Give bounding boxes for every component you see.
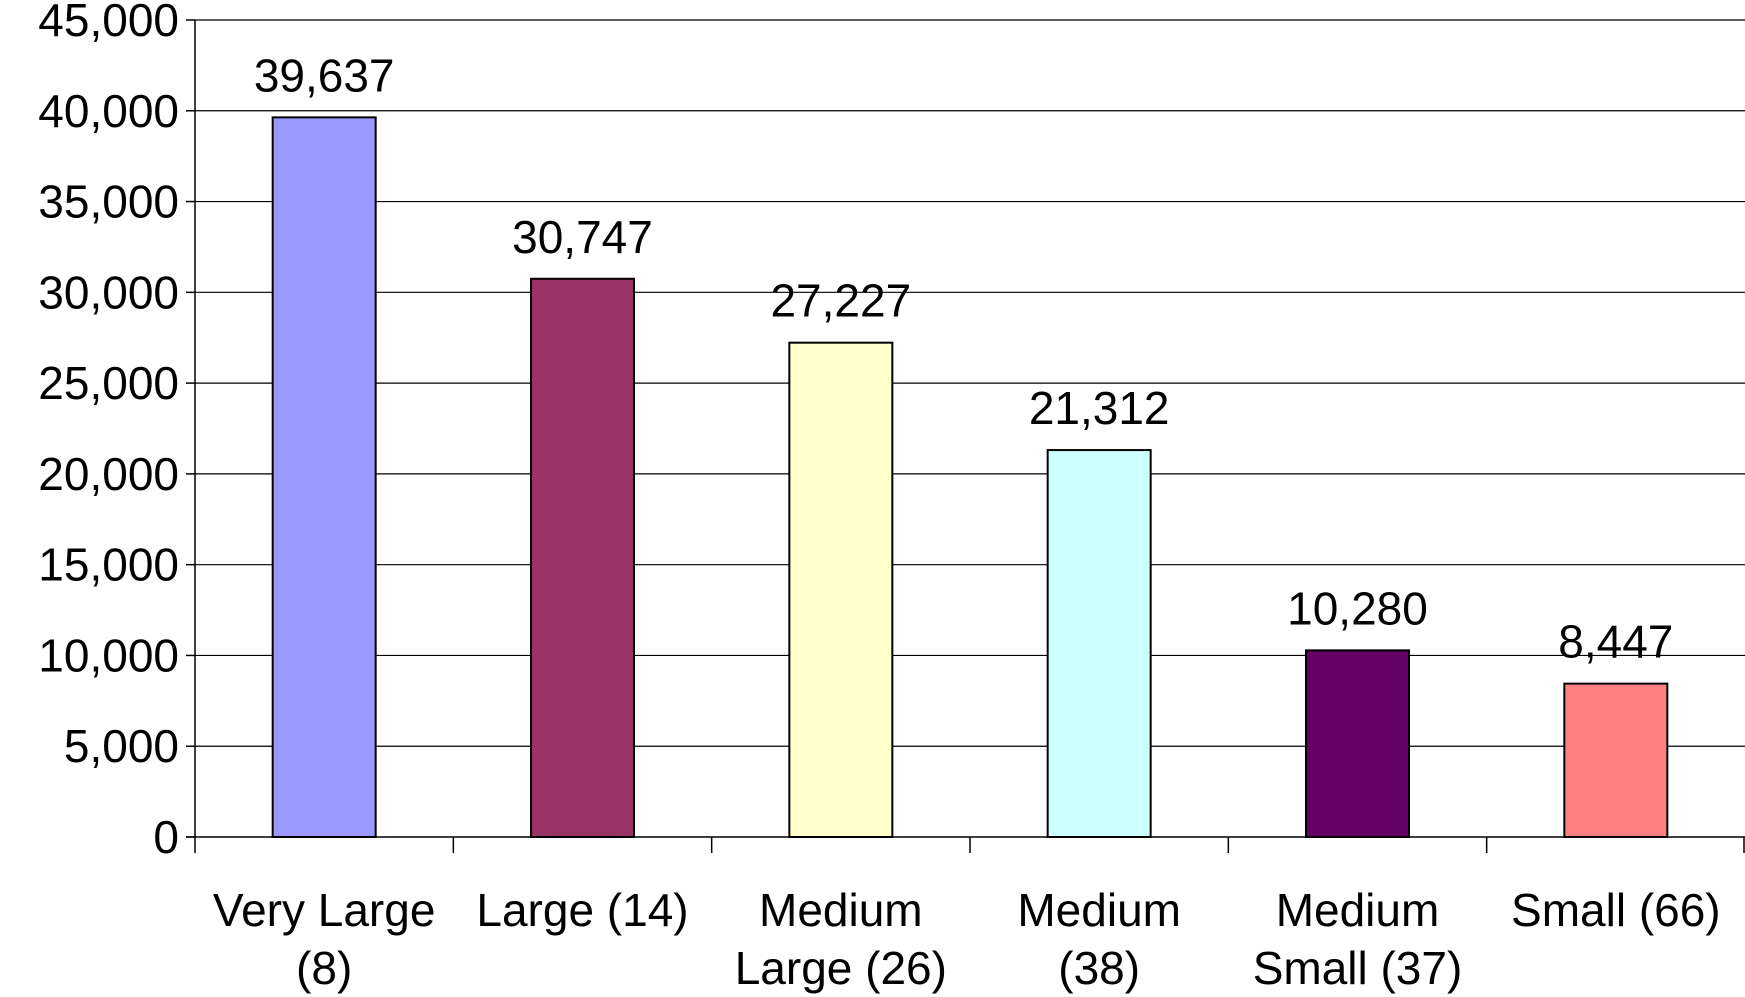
data-label: 8,447 bbox=[1558, 616, 1673, 668]
data-labels: 39,637 30,747 27,227 21,312 10,280 8,447 bbox=[254, 49, 1674, 667]
data-label: 21,312 bbox=[1029, 382, 1170, 434]
data-label: 30,747 bbox=[512, 211, 653, 263]
x-category-label: Medium bbox=[1017, 884, 1181, 936]
y-axis-tick-labels: 0 5,000 10,000 15,000 20,000 25,000 30,000 35,0… bbox=[38, 0, 179, 863]
bar bbox=[530, 277, 635, 838]
bar bbox=[1046, 449, 1152, 838]
x-category-label: (38) bbox=[1058, 942, 1140, 994]
data-label: 10,280 bbox=[1287, 582, 1428, 634]
y-tick-label: 45,000 bbox=[38, 0, 179, 46]
x-category-label: Medium bbox=[1276, 884, 1440, 936]
x-category-label: Large (26) bbox=[735, 942, 947, 994]
y-tick-label: 5,000 bbox=[64, 720, 179, 772]
bars bbox=[271, 116, 1669, 839]
bar bbox=[788, 341, 894, 838]
x-category-label: Small (66) bbox=[1511, 884, 1721, 936]
x-category-label: Large (14) bbox=[476, 884, 688, 936]
y-tick-label: 35,000 bbox=[38, 176, 179, 228]
y-tick-label: 25,000 bbox=[38, 357, 179, 409]
x-category-label: Small (37) bbox=[1253, 942, 1463, 994]
y-tick-label: 0 bbox=[153, 811, 179, 863]
y-tick-label: 10,000 bbox=[38, 629, 179, 681]
data-label: 27,227 bbox=[770, 275, 911, 327]
x-category-label: Very Large bbox=[213, 884, 435, 936]
y-tick-label: 20,000 bbox=[38, 448, 179, 500]
x-axis-category-labels: Very Large (8) Large (14) Medium Large (26) M… bbox=[213, 884, 1721, 994]
bar bbox=[271, 116, 377, 839]
data-label: 39,637 bbox=[254, 49, 395, 101]
y-tick-label: 15,000 bbox=[38, 539, 179, 591]
x-category-label: Medium bbox=[759, 884, 923, 936]
x-category-label: (8) bbox=[296, 942, 352, 994]
axes bbox=[186, 19, 1745, 853]
y-tick-label: 30,000 bbox=[38, 266, 179, 318]
y-tick-label: 40,000 bbox=[38, 85, 179, 137]
bar bbox=[1305, 649, 1410, 839]
bar bbox=[1563, 682, 1669, 838]
gridlines bbox=[195, 19, 1745, 747]
